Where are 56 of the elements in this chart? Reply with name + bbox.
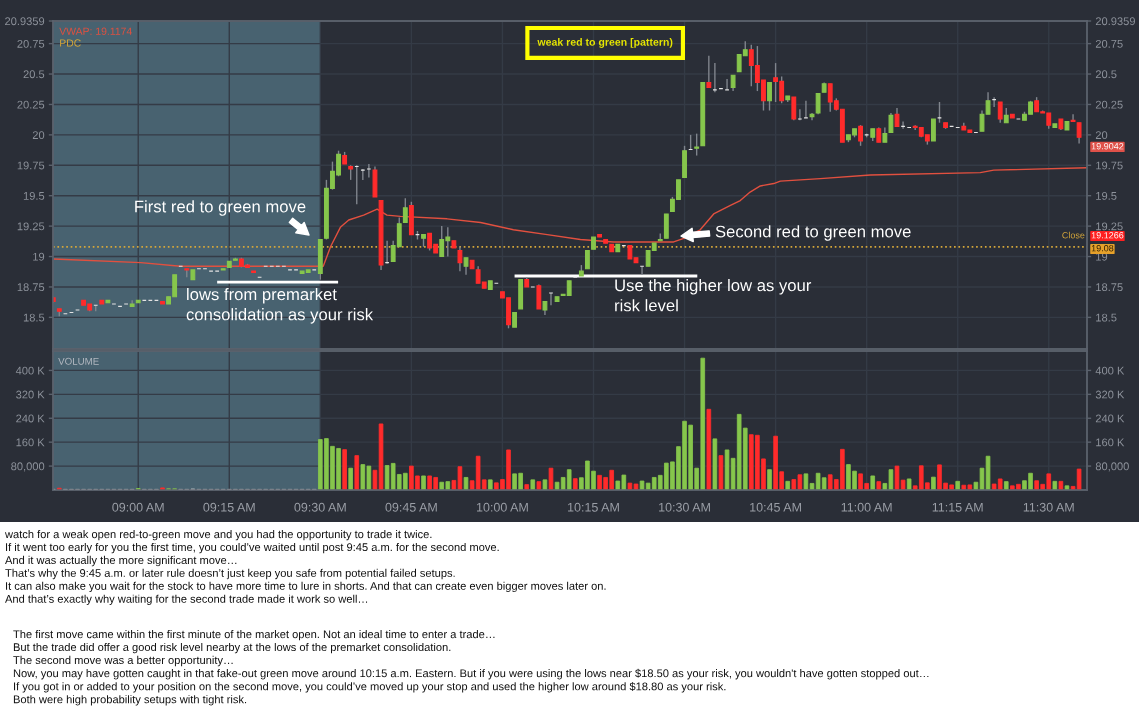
annotation: Second red to green move [715, 225, 911, 241]
y2-tick-label: 80,000 [1095, 462, 1129, 472]
y2-tick-label: 19.5 [1096, 191, 1117, 200]
y-tick-label: 320 K [16, 390, 45, 399]
ref-line-label: PDC [60, 39, 81, 47]
x-tick-label: 09:30 AM [294, 502, 346, 512]
y2-tick-label: 18.5 [1096, 313, 1117, 322]
x-tick-label: 11:30 AM [1023, 502, 1074, 512]
y-tick-label: 19.25 [17, 222, 45, 231]
y-tick-label: 19.5 [23, 191, 45, 200]
y2-tick-label: 160 K [1096, 438, 1125, 447]
text: 19.08 [1091, 245, 1114, 252]
annotation: Close [1062, 231, 1085, 239]
y2-tick-label: 20 [1095, 131, 1108, 139]
text: VWAP: 19.1174 [59, 27, 132, 35]
y2-tick-label: 320 K [1095, 390, 1125, 399]
y-tick-label: 18.5 [23, 313, 45, 322]
text: The first move came within the first minute of the market open. Not an ideal time to enter a trade… But the trade did offer a good risk level nearby at the lows of the premarket consolidation. The second move was a better opportunity… Now, you may have gotten caught in that fake-out green move around 10:15 a.m. Eastern. But if you were using the lows near $18.50 as your risk, you wouldn't have gotten stopped out… If you got in or added to your position on the second move, you could’ve moved up your stop and used the higher low around $18.80 as your risk. Both were high probability setups with tight risk. [13, 630, 929, 706]
x-tick-label: 09:15 AM [203, 502, 255, 512]
y2-tick-label: 20.9359 [1095, 17, 1135, 26]
y2-tick-label: 19.75 [1096, 161, 1123, 170]
y-tick-label: 400 K [15, 366, 45, 375]
x-tick-label: 11:00 AM [841, 502, 892, 512]
y2-tick-label: 19.25 [1096, 222, 1123, 231]
x-tick-label: 09:45 AM [385, 502, 437, 512]
y-tick-label: 20.5 [23, 70, 45, 79]
y-tick-label: 20.25 [17, 100, 45, 109]
x-tick-label: 10:30 AM [659, 502, 710, 512]
y-tick-label: 20.9359 [5, 17, 45, 26]
y-tick-label: 160 K [16, 438, 45, 447]
y-tick-label: 80,000 [11, 462, 45, 472]
x-tick-label: 10:15 AM [568, 502, 619, 512]
y2-tick-label: 18.75 [1096, 283, 1123, 292]
text: watch for a weak open red-to-green move and you had the opportunity to trade it twice. If it went too early for you the first time, you could’ve waited until post 9:45 a.m. for the second move. And it was actually the more significant move… That’s why the 9:45 a.m. or later rule doesn’t just keep you safe from potential failed setups. It can also make you wait for the stock to have more time to lure in shorts. And that can create even bigger moves later on. And that’s exactly why waiting for the second trade made it work so well… [4, 530, 606, 606]
x-tick-label: 11:15 AM [932, 502, 983, 512]
annotation: lows from premarket consolidation as your risk [186, 287, 374, 324]
x-tick-label: 10:45 AM [750, 502, 801, 512]
y2-tick-label: 20.25 [1095, 100, 1123, 109]
y-tick-label: 20 [32, 131, 45, 139]
x-tick-label: 10:00 AM [476, 502, 528, 512]
text: VOLUME [58, 357, 99, 365]
y-tick-label: 20.75 [17, 39, 45, 48]
text: weak red to green [pattern) [537, 38, 673, 48]
y2-tick-label: 400 K [1095, 366, 1125, 375]
text: 19.1266 [1091, 232, 1124, 239]
y2-tick-label: 20.75 [1095, 39, 1123, 48]
y2-tick-label: 240 K [1095, 414, 1125, 423]
annotation: First red to green move [135, 200, 306, 216]
text: 19.9042 [1091, 143, 1124, 150]
annotation: Use the higher low as your risk level [615, 279, 812, 312]
y-tick-label: 19 [33, 252, 45, 261]
y-tick-label: 19.75 [17, 161, 45, 170]
y2-tick-label: 20.5 [1095, 70, 1117, 79]
y-tick-label: 240 K [16, 414, 45, 423]
x-tick-label: 09:00 AM [112, 502, 164, 512]
y-tick-label: 18.75 [17, 283, 45, 292]
